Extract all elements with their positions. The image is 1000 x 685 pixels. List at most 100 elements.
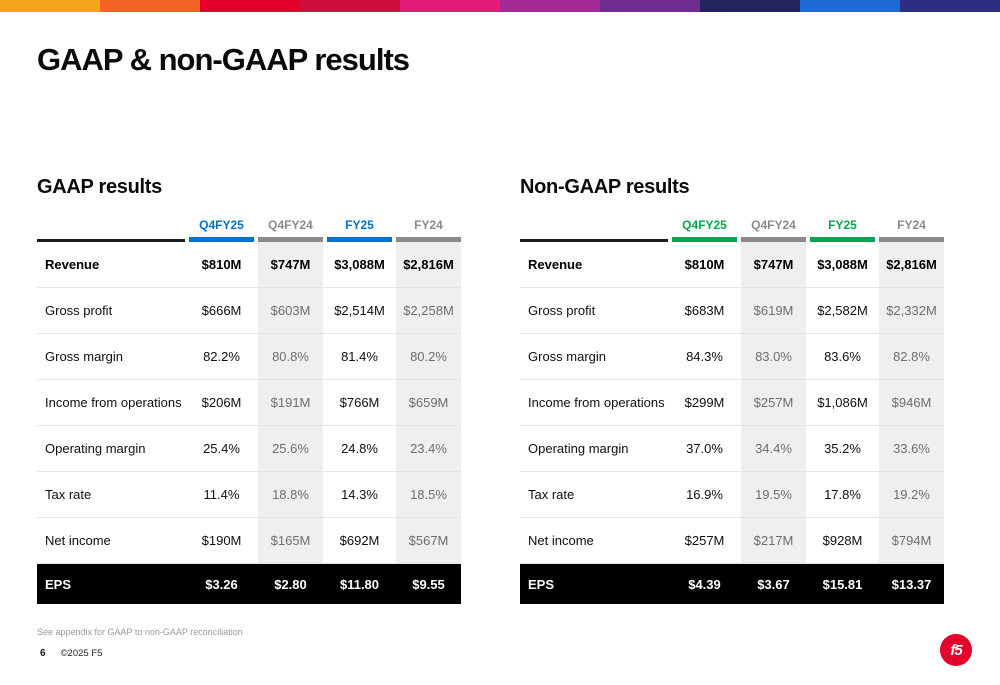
cell-value: 34.4%: [741, 426, 806, 471]
column-header: Q4FY25: [189, 212, 254, 242]
cell-value: $217M: [741, 518, 806, 563]
table-header-row: Q4FY25 Q4FY24 FY25 FY24: [520, 212, 944, 242]
cell-value: $683M: [684, 303, 725, 318]
stripe-segment: [400, 0, 500, 12]
cell-value: 80.8%: [258, 334, 323, 379]
row-label: Tax rate: [528, 487, 575, 502]
eps-value: $11.80: [339, 576, 380, 592]
stripe-segment: [600, 0, 700, 12]
eps-value: $4.39: [688, 576, 721, 592]
row-label: Operating margin: [528, 441, 629, 456]
cell-value: $928M: [822, 533, 863, 548]
header-spacer: [520, 212, 668, 242]
cell-value: $257M: [684, 533, 725, 548]
page-number: 6: [40, 648, 46, 659]
cell-value: 80.2%: [396, 334, 461, 379]
footer-meta: 6 ©2025 F5: [40, 648, 102, 659]
cell-value: $2,816M: [879, 242, 944, 287]
cell-value: $299M: [684, 395, 725, 410]
eps-value: $9.55: [412, 576, 445, 592]
eps-row: EPS $4.39 $3.67 $15.81 $13.37: [520, 564, 944, 604]
column-header: FY25: [810, 212, 875, 242]
stripe-segment: [200, 0, 300, 12]
eps-value: $3.67: [757, 576, 790, 592]
table-row: Operating margin 25.4% 25.6% 24.8% 23.4%: [37, 426, 461, 472]
cell-value: $2,514M: [334, 303, 385, 318]
row-label: Net income: [528, 533, 594, 548]
cell-value: 35.2%: [824, 441, 861, 456]
table-row: Revenue $810M $747M $3,088M $2,816M: [520, 242, 944, 288]
f5-logo: f5: [940, 634, 972, 666]
row-label: Gross margin: [45, 349, 124, 364]
gaap-financial-table: Q4FY25 Q4FY24 FY25 FY24 Revenue $810M $747M $3…: [37, 212, 461, 604]
column-header: Q4FY24: [741, 212, 806, 242]
cell-value: $666M: [201, 303, 242, 318]
table-row: Gross margin 84.3% 83.0% 83.6% 82.8%: [520, 334, 944, 380]
row-label: Income from operations: [45, 395, 182, 410]
cell-value: $810M: [201, 257, 242, 272]
eps-value: $13.37: [891, 576, 932, 592]
column-header: Q4FY25: [672, 212, 737, 242]
row-label: Revenue: [528, 257, 583, 272]
cell-value: 82.8%: [879, 334, 944, 379]
cell-value: 84.3%: [686, 349, 723, 364]
table-body: Revenue $810M $747M $3,088M $2,816M Gross pro…: [37, 242, 461, 564]
cell-value: $567M: [396, 518, 461, 563]
cell-value: $2,332M: [879, 288, 944, 333]
eps-label: EPS: [45, 576, 72, 592]
f5-logo-text: f5: [950, 641, 962, 659]
cell-value: $1,086M: [817, 395, 868, 410]
stripe-segment: [0, 0, 100, 12]
cell-value: $766M: [339, 395, 380, 410]
table-row: Gross profit $666M $603M $2,514M $2,258M: [37, 288, 461, 334]
stripe-segment: [300, 0, 400, 12]
copyright-text: ©2025 F5: [60, 648, 103, 659]
cell-value: 83.0%: [741, 334, 806, 379]
table-row: Gross profit $683M $619M $2,582M $2,332M: [520, 288, 944, 334]
row-label: Operating margin: [45, 441, 146, 456]
tables-wrap: GAAP results Q4FY25 Q4FY24 FY25 FY24 Revenu…: [37, 176, 944, 604]
eps-value: $15.81: [822, 576, 863, 592]
cell-value: 16.9%: [686, 487, 723, 502]
non-gaap-financial-table: Q4FY25 Q4FY24 FY25 FY24 Revenue $810M $747M $3…: [520, 212, 944, 604]
non-gaap-results-section: Non-GAAP results Q4FY25 Q4FY24 FY25 FY24 Re…: [520, 176, 944, 604]
cell-value: $692M: [339, 533, 380, 548]
column-header: FY24: [396, 212, 461, 242]
cell-value: 83.6%: [824, 349, 861, 364]
cell-value: $619M: [741, 288, 806, 333]
column-header: FY25: [327, 212, 392, 242]
cell-value: $747M: [258, 242, 323, 287]
stripe-segment: [100, 0, 200, 12]
table-row: Net income $190M $165M $692M $567M: [37, 518, 461, 564]
brand-stripe: [0, 0, 1000, 12]
cell-value: 11.4%: [203, 487, 240, 502]
cell-value: $206M: [201, 395, 242, 410]
gaap-results-section: GAAP results Q4FY25 Q4FY24 FY25 FY24 Revenu…: [37, 176, 461, 604]
cell-value: 14.3%: [341, 487, 378, 502]
eps-value: $3.26: [205, 576, 238, 592]
cell-value: 18.8%: [258, 472, 323, 517]
cell-value: 24.8%: [341, 441, 378, 456]
cell-value: 18.5%: [396, 472, 461, 517]
cell-value: $2,582M: [817, 303, 868, 318]
row-label: Gross profit: [45, 303, 113, 318]
row-label: Tax rate: [45, 487, 92, 502]
table-row: Income from operations $206M $191M $766M $65…: [37, 380, 461, 426]
gaap-section-heading: GAAP results: [37, 176, 162, 198]
cell-value: $165M: [258, 518, 323, 563]
table-row: Income from operations $299M $257M $1,086M $…: [520, 380, 944, 426]
cell-value: 19.5%: [741, 472, 806, 517]
column-header: FY24: [879, 212, 944, 242]
table-body: Revenue $810M $747M $3,088M $2,816M Gross pro…: [520, 242, 944, 564]
table-row: Revenue $810M $747M $3,088M $2,816M: [37, 242, 461, 288]
row-label: Gross profit: [528, 303, 596, 318]
appendix-footnote: See appendix for GAAP to non-GAAP reconc…: [37, 627, 243, 637]
cell-value: 82.2%: [203, 349, 240, 364]
cell-value: 33.6%: [879, 426, 944, 471]
cell-value: $659M: [396, 380, 461, 425]
cell-value: $257M: [741, 380, 806, 425]
eps-label: EPS: [528, 576, 555, 592]
cell-value: $810M: [684, 257, 725, 272]
stripe-segment: [500, 0, 600, 12]
